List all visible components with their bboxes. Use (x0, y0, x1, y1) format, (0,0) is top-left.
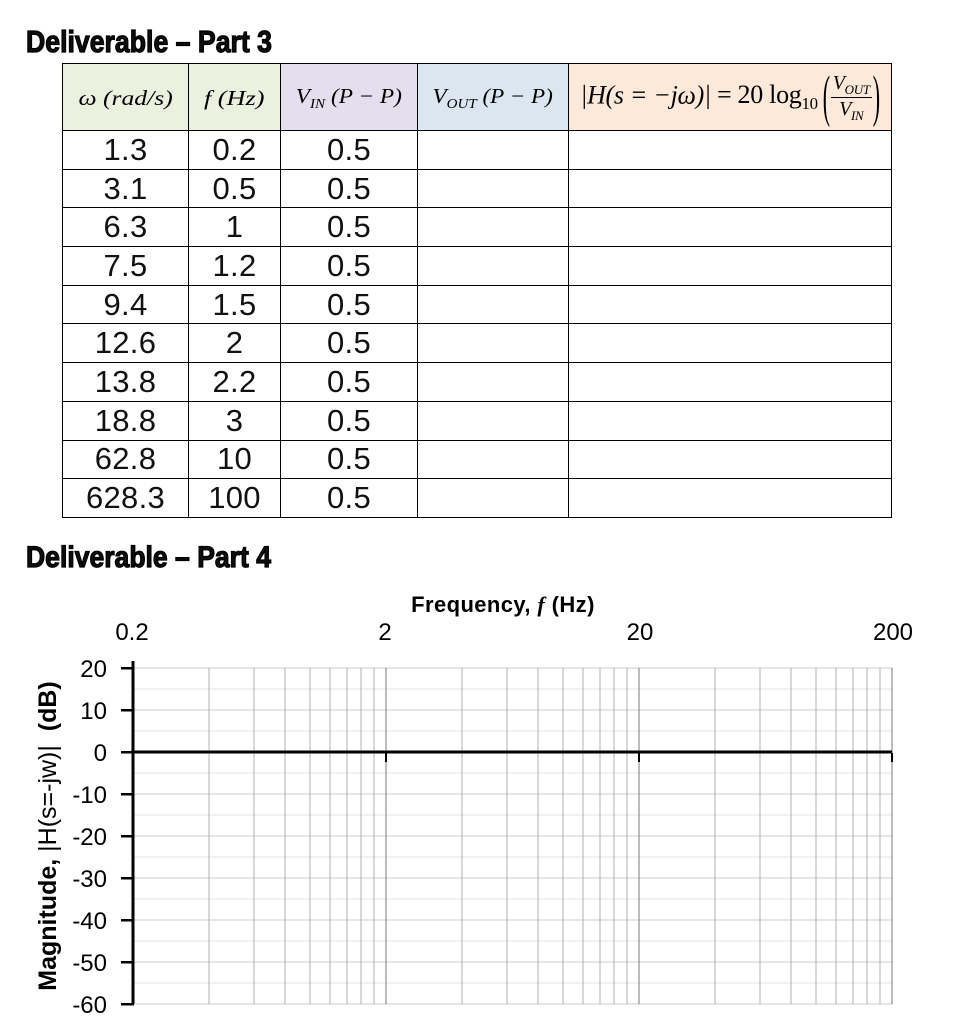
svg-text:Magnitude, |H(s=-jw)| (dB): Magnitude, |H(s=-jw)| (dB) (34, 681, 62, 991)
svg-text:20: 20 (80, 656, 107, 683)
svg-text:Frequency, f (Hz): Frequency, f (Hz) (411, 592, 595, 617)
svg-text:10: 10 (80, 698, 107, 725)
svg-text:-10: -10 (72, 782, 107, 809)
svg-text:-20: -20 (72, 824, 107, 851)
svg-text:-50: -50 (72, 950, 107, 977)
svg-text:-40: -40 (72, 908, 107, 935)
svg-text:-60: -60 (72, 992, 107, 1019)
svg-text:2: 2 (378, 619, 391, 646)
svg-text:0: 0 (94, 740, 107, 767)
svg-text:200: 200 (873, 619, 913, 646)
svg-text:0.2: 0.2 (115, 619, 148, 646)
svg-text:-30: -30 (72, 866, 107, 893)
svg-text:20: 20 (627, 619, 654, 646)
